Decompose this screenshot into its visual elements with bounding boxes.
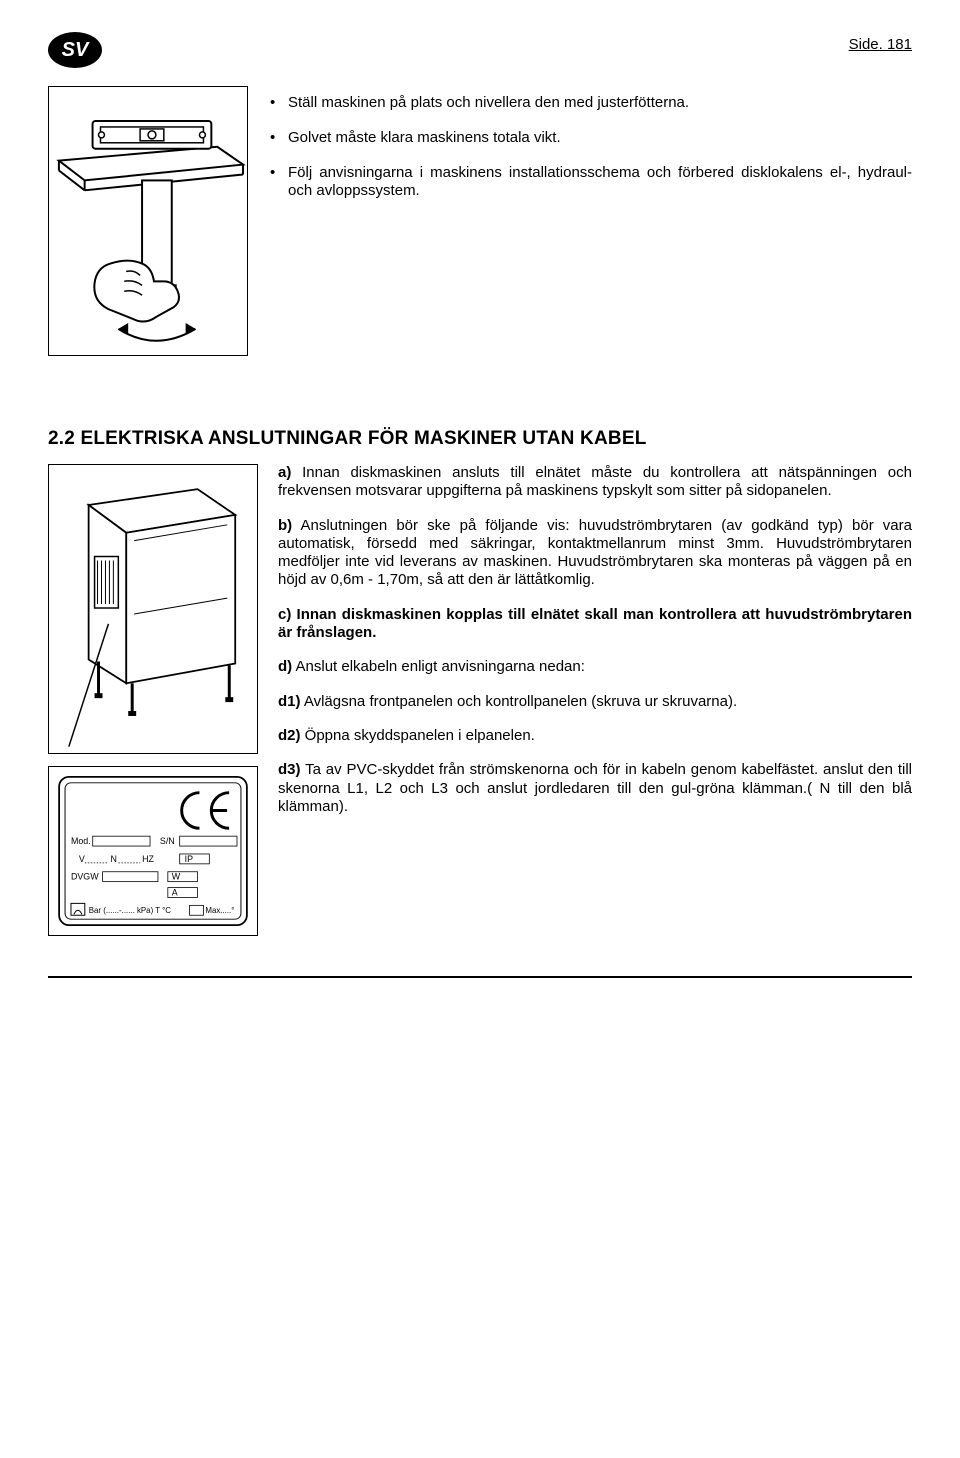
svg-text:W: W xyxy=(172,872,181,882)
svg-text:A: A xyxy=(172,887,178,897)
text-a: Innan diskmaskinen ansluts till elnätet … xyxy=(278,464,912,499)
para-d1: d1) Avlägsna frontpanelen och kontrollpa… xyxy=(278,693,912,711)
svg-text:HZ: HZ xyxy=(142,854,154,864)
lead-d3: d3) xyxy=(278,761,301,778)
text-d: Anslut elkabeln enligt anvisningarna ned… xyxy=(292,658,585,675)
svg-text:Bar (......-...... kPa) T °C: Bar (......-...... kPa) T °C xyxy=(89,906,172,915)
text-d2: Öppna skyddspanelen i elpanelen. xyxy=(301,727,535,744)
para-a: a) Innan diskmaskinen ansluts till elnät… xyxy=(278,464,912,501)
svg-text:IP: IP xyxy=(185,854,193,864)
language-badge-wrap: SV xyxy=(48,32,102,68)
lead-d2: d2) xyxy=(278,727,301,744)
language-badge: SV xyxy=(48,32,102,68)
svg-text:N: N xyxy=(111,854,117,864)
text-d1: Avlägsna frontpanelen och kontrollpanele… xyxy=(301,693,738,710)
svg-text:V: V xyxy=(79,854,85,864)
page-header: SV Side. 181 xyxy=(48,32,912,68)
leveling-svg xyxy=(49,87,247,355)
left-illustration-column: Mod. S/N V N HZ IP DVGW W A xyxy=(48,464,258,936)
svg-text:Max.....°: Max.....° xyxy=(205,906,234,915)
text-b: Anslutningen bör ske på följande vis: hu… xyxy=(278,517,912,589)
leveling-illustration xyxy=(48,86,248,356)
para-b: b) Anslutningen bör ske på följande vis:… xyxy=(278,517,912,590)
section-2-2-heading: 2.2 ELEKTRISKA ANSLUTNINGAR FÖR MASKINER… xyxy=(48,428,912,450)
bullet-1: Ställ maskinen på plats och nivellera de… xyxy=(266,94,912,113)
para-d: d) Anslut elkabeln enligt anvisningarna … xyxy=(278,658,912,676)
nameplate-illustration: Mod. S/N V N HZ IP DVGW W A xyxy=(48,766,258,936)
top-content-row: Ställ maskinen på plats och nivellera de… xyxy=(48,86,912,356)
svg-text:Mod.: Mod. xyxy=(71,836,91,846)
section-2-2-text: a) Innan diskmaskinen ansluts till elnät… xyxy=(278,464,912,936)
para-d3: d3) Ta av PVC-skyddet från strömskenorna… xyxy=(278,761,912,816)
svg-text:DVGW: DVGW xyxy=(71,872,99,882)
lead-a: a) xyxy=(278,464,291,481)
lead-d: d) xyxy=(278,658,292,675)
bullet-2: Golvet måste klara maskinens totala vikt… xyxy=(266,129,912,148)
page-number: Side. 181 xyxy=(849,36,912,53)
lead-b: b) xyxy=(278,517,292,534)
nameplate-svg: Mod. S/N V N HZ IP DVGW W A xyxy=(49,767,257,935)
machine-illustration xyxy=(48,464,258,754)
text-d3: Ta av PVC-skyddet från strömskenorna och… xyxy=(278,761,912,815)
bullet-3: Följ anvisningarna i maskinens installat… xyxy=(266,164,912,202)
machine-svg xyxy=(49,465,257,753)
intro-bullets: Ställ maskinen på plats och nivellera de… xyxy=(266,86,912,356)
lead-d1: d1) xyxy=(278,693,301,710)
para-c: c) Innan diskmaskinen kopplas till elnät… xyxy=(278,606,912,643)
section-2-2-body: Mod. S/N V N HZ IP DVGW W A xyxy=(48,464,912,936)
footer-rule xyxy=(48,976,912,978)
para-d2: d2) Öppna skyddspanelen i elpanelen. xyxy=(278,727,912,745)
svg-text:S/N: S/N xyxy=(160,836,175,846)
